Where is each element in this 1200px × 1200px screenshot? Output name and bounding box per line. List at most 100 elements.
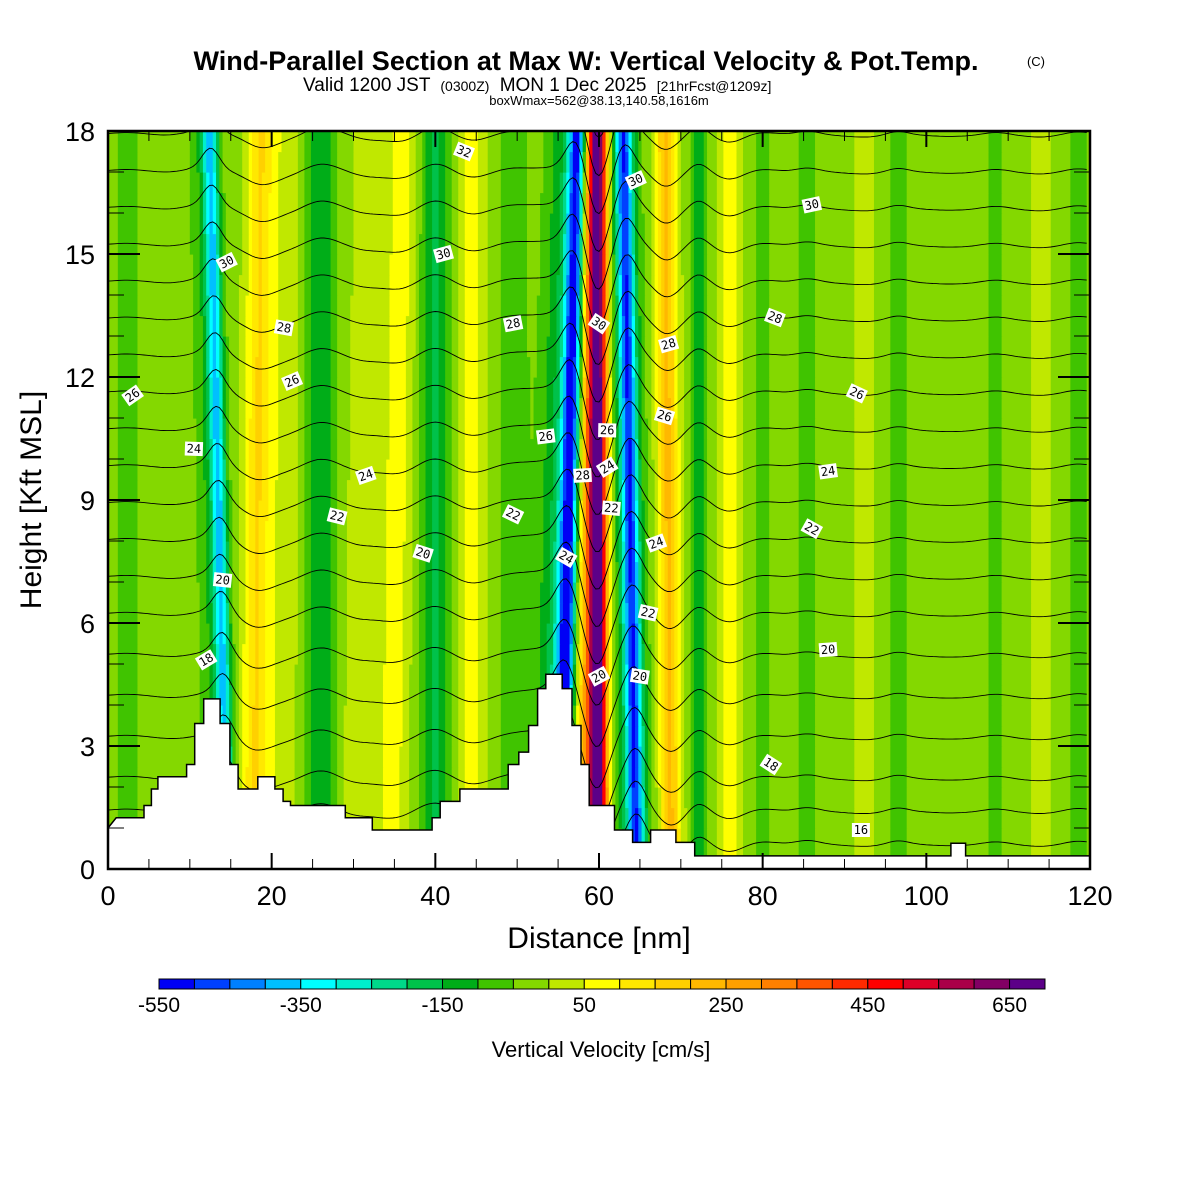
velocity-cell <box>677 807 682 829</box>
velocity-cell <box>671 746 679 768</box>
velocity-cell <box>988 643 1003 665</box>
velocity-cell <box>625 336 630 358</box>
velocity-cell <box>232 725 237 747</box>
subtitle-utc: (0300Z) <box>440 78 489 94</box>
velocity-cell <box>526 295 538 317</box>
velocity-cell <box>278 356 299 378</box>
velocity-cell <box>769 705 800 727</box>
velocity-cell <box>559 295 564 317</box>
contour-label-text: 26 <box>123 386 143 406</box>
velocity-cell <box>743 623 757 645</box>
plot-frame <box>106 129 1092 871</box>
copyright-mark: (C) <box>1027 54 1045 69</box>
velocity-cell <box>432 418 440 440</box>
velocity-cell <box>304 254 312 276</box>
velocity-cell <box>716 438 724 460</box>
contour-label: 30 <box>587 312 611 335</box>
velocity-cell <box>693 274 705 296</box>
velocity-cell <box>477 520 489 542</box>
velocity-cell <box>222 438 227 460</box>
velocity-cell <box>219 602 224 624</box>
velocity-cell <box>873 192 891 214</box>
velocity-cell <box>736 684 744 706</box>
velocity-cell <box>445 151 453 173</box>
velocity-cell <box>625 377 630 399</box>
velocity-cell <box>409 151 417 173</box>
velocity-cell <box>222 131 243 153</box>
velocity-cell <box>500 664 541 686</box>
velocity-cell <box>743 684 757 706</box>
velocity-cell <box>464 520 479 542</box>
velocity-cell <box>693 336 705 358</box>
velocity-cell <box>628 274 633 296</box>
velocity-cell <box>225 541 230 563</box>
velocity-cell <box>693 787 705 809</box>
velocity-cell <box>657 172 662 194</box>
velocity-cell <box>533 397 548 419</box>
velocity-cell <box>219 356 224 378</box>
velocity-cell <box>612 172 616 194</box>
velocity-cell <box>425 233 433 255</box>
velocity-cell <box>906 418 990 440</box>
velocity-cell <box>245 623 250 645</box>
velocity-cell <box>1001 233 1032 255</box>
velocity-cell <box>458 479 466 501</box>
velocity-cell <box>137 746 204 768</box>
velocity-cell <box>553 151 564 173</box>
velocity-cell <box>458 295 466 317</box>
velocity-cell <box>736 213 744 235</box>
velocity-cell <box>693 623 705 645</box>
velocity-cell <box>684 377 692 399</box>
velocity-cell <box>1070 602 1088 624</box>
velocity-cell <box>487 725 502 747</box>
velocity-cell <box>615 459 620 481</box>
velocity-cell <box>690 623 695 645</box>
velocity-cell <box>625 602 630 624</box>
velocity-cell <box>605 172 610 194</box>
velocity-cell <box>736 131 744 153</box>
velocity-cell <box>346 520 387 542</box>
velocity-cell <box>621 336 626 358</box>
contour-label: 30 <box>432 244 455 264</box>
contour-label-text: 32 <box>455 142 474 160</box>
velocity-cell <box>425 807 433 829</box>
velocity-cell <box>815 397 855 419</box>
velocity-cell <box>540 602 551 624</box>
velocity-cell <box>445 377 453 399</box>
velocity-cell <box>569 582 574 604</box>
velocity-cell <box>281 131 299 153</box>
velocity-cell <box>618 664 623 686</box>
velocity-cell <box>579 295 584 317</box>
velocity-cell <box>418 254 427 276</box>
velocity-cell <box>798 541 816 563</box>
velocity-cell <box>1031 520 1052 542</box>
velocity-cell <box>798 274 816 296</box>
velocity-cell <box>854 746 875 768</box>
velocity-cell <box>212 315 217 337</box>
velocity-cell <box>255 500 260 522</box>
velocity-cell <box>261 397 269 419</box>
velocity-cell <box>621 664 626 686</box>
pot-temp-contour-19 <box>108 659 1087 747</box>
velocity-cell <box>890 438 908 460</box>
velocity-cell <box>657 541 662 563</box>
velocity-cell <box>585 643 590 665</box>
velocity-cell <box>477 705 489 727</box>
velocity-cell <box>451 643 459 665</box>
velocity-cell <box>216 356 220 378</box>
velocity-cell <box>1001 213 1032 235</box>
velocity-cell <box>815 664 855 686</box>
velocity-cell <box>602 192 607 214</box>
velocity-cell <box>589 602 594 624</box>
velocity-cell <box>425 582 433 604</box>
velocity-cell <box>723 500 738 522</box>
velocity-cell <box>212 131 217 153</box>
velocity-cell <box>988 807 1003 829</box>
velocity-cell <box>209 233 217 255</box>
velocity-cell <box>680 828 688 850</box>
velocity-cell <box>209 377 214 399</box>
velocity-cell <box>1050 397 1071 419</box>
velocity-cell <box>674 233 679 255</box>
velocity-cell <box>1001 664 1032 686</box>
velocity-cell <box>664 807 669 829</box>
